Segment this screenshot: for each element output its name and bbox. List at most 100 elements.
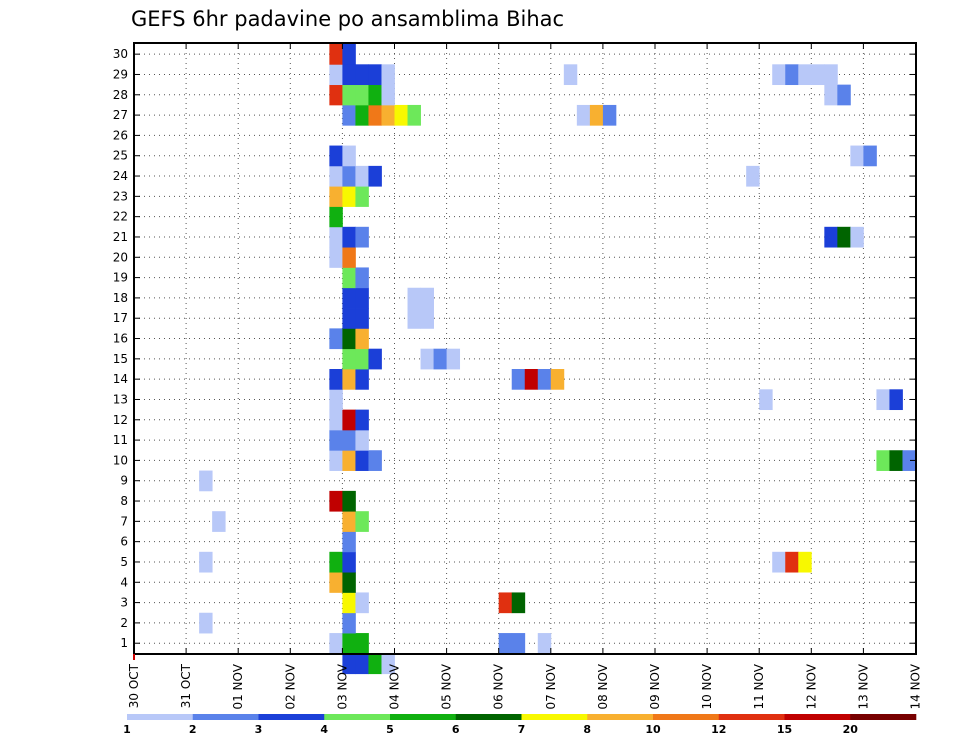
heatmap-cell <box>394 104 408 126</box>
heatmap-cell <box>368 653 382 675</box>
heatmap-cell <box>342 450 356 471</box>
y-tick-label: 27 <box>113 108 128 122</box>
heatmap-cell <box>342 308 356 329</box>
colorbar-label: 5 <box>386 723 394 736</box>
heatmap-cell <box>329 247 343 268</box>
heatmap-cell <box>889 389 903 411</box>
heatmap-cell <box>863 145 877 167</box>
y-tick-label: 11 <box>113 433 128 447</box>
x-tick-label: 02 NOV <box>283 663 297 709</box>
heatmap-cell <box>342 287 356 309</box>
heatmap-cell <box>537 369 552 390</box>
y-tick-label: 24 <box>113 169 128 183</box>
heatmap-cell <box>355 511 369 532</box>
heatmap-cell <box>407 308 421 329</box>
heatmap-cell <box>746 165 760 187</box>
heatmap-cell <box>355 328 369 350</box>
heatmap-cell <box>342 490 356 512</box>
heatmap-cells <box>199 44 916 675</box>
heatmap-cell <box>368 165 382 187</box>
x-tick-label: 31 OCT <box>179 663 193 708</box>
y-tick-label: 28 <box>113 88 128 102</box>
heatmap-cell <box>329 206 343 228</box>
heatmap-cell <box>329 64 343 86</box>
heatmap-cell <box>355 226 369 248</box>
y-tick-label: 9 <box>120 474 128 488</box>
heatmap-cell <box>342 531 356 553</box>
plot-frame <box>133 42 917 655</box>
heatmap-cell <box>342 145 356 167</box>
colorbar-label: 2 <box>189 723 197 736</box>
heatmap-cell <box>902 450 916 471</box>
heatmap-cell <box>355 633 369 654</box>
colorbar-segment <box>850 714 917 720</box>
heatmap-cell <box>498 592 513 614</box>
heatmap-cell <box>212 511 226 532</box>
colorbar-segment <box>784 714 851 720</box>
x-tick-label: 07 NOV <box>544 663 558 709</box>
heatmap-cell <box>342 592 356 614</box>
heatmap-cell <box>329 450 343 471</box>
colorbar-label: 1 <box>123 723 131 736</box>
heatmap-cell <box>602 104 617 126</box>
y-tick-label: 15 <box>113 352 128 366</box>
chart-title: GEFS 6hr padavine po ansamblima Bihac <box>131 7 564 31</box>
y-tick-label: 16 <box>113 332 128 346</box>
y-tick-label: 12 <box>113 413 128 427</box>
y-tick-label: 14 <box>113 372 128 386</box>
colorbar-label: 20 <box>843 723 859 736</box>
heatmap-cell <box>329 84 343 106</box>
x-tick-label: 13 NOV <box>856 663 870 709</box>
colorbar-segment <box>653 714 720 720</box>
heatmap-cell <box>355 450 369 471</box>
heatmap-cell <box>329 429 343 451</box>
y-tick-label: 19 <box>113 271 128 285</box>
colorbar-label: 7 <box>518 723 526 736</box>
y-tick-label: 2 <box>120 616 128 630</box>
heatmap-cell <box>342 572 356 593</box>
heatmap-cell <box>420 287 434 309</box>
colorbar-label: 15 <box>777 723 792 736</box>
heatmap-cell <box>368 348 382 370</box>
heatmap-cell <box>342 551 356 573</box>
heatmap-cell <box>381 104 395 126</box>
heatmap-cell <box>355 287 369 309</box>
colorbar-segment <box>258 714 325 720</box>
y-axis: 1234567891011121314151617181920212223242… <box>113 47 916 650</box>
heatmap-cell <box>511 592 526 614</box>
heatmap-cell <box>342 348 356 370</box>
y-tick-label: 30 <box>113 47 128 61</box>
colorbar-segment <box>587 714 654 720</box>
colorbar-segment <box>324 714 391 720</box>
heatmap-cell <box>199 551 213 573</box>
x-tick-label: 14 NOV <box>909 663 923 709</box>
heatmap-cell <box>329 369 343 390</box>
colorbar-segment <box>390 714 457 720</box>
x-tick-label: 08 NOV <box>596 663 610 709</box>
heatmap-cell <box>329 145 343 167</box>
y-tick-label: 23 <box>113 189 128 203</box>
heatmap-cell <box>329 328 343 350</box>
heatmap-cell <box>446 348 461 370</box>
heatmap-cell <box>381 653 395 675</box>
colorbar-label: 10 <box>645 723 661 736</box>
heatmap-cell <box>342 104 356 126</box>
heatmap-cell <box>199 612 213 634</box>
x-tick-label: 12 NOV <box>804 663 818 709</box>
x-tick-label: 03 NOV <box>335 663 349 709</box>
heatmap-cell <box>342 267 356 289</box>
heatmap-cell <box>824 84 838 106</box>
heatmap-cell <box>329 633 343 654</box>
y-tick-label: 17 <box>113 311 128 325</box>
x-axis: 30 OCT 31 OCT 01 NOV 02 NOV 03 NOV 04 NOV 05 N… <box>127 43 923 710</box>
heatmap-cell <box>759 389 773 411</box>
heatmap-cell <box>329 226 343 248</box>
y-tick-label: 10 <box>113 453 128 467</box>
heatmap-cell <box>355 84 369 106</box>
heatmap-cell <box>420 308 434 329</box>
colorbar-segment <box>192 714 259 720</box>
x-tick-label: 05 NOV <box>440 663 454 709</box>
heatmap-cell <box>342 186 356 207</box>
heatmap-cell <box>355 429 369 451</box>
